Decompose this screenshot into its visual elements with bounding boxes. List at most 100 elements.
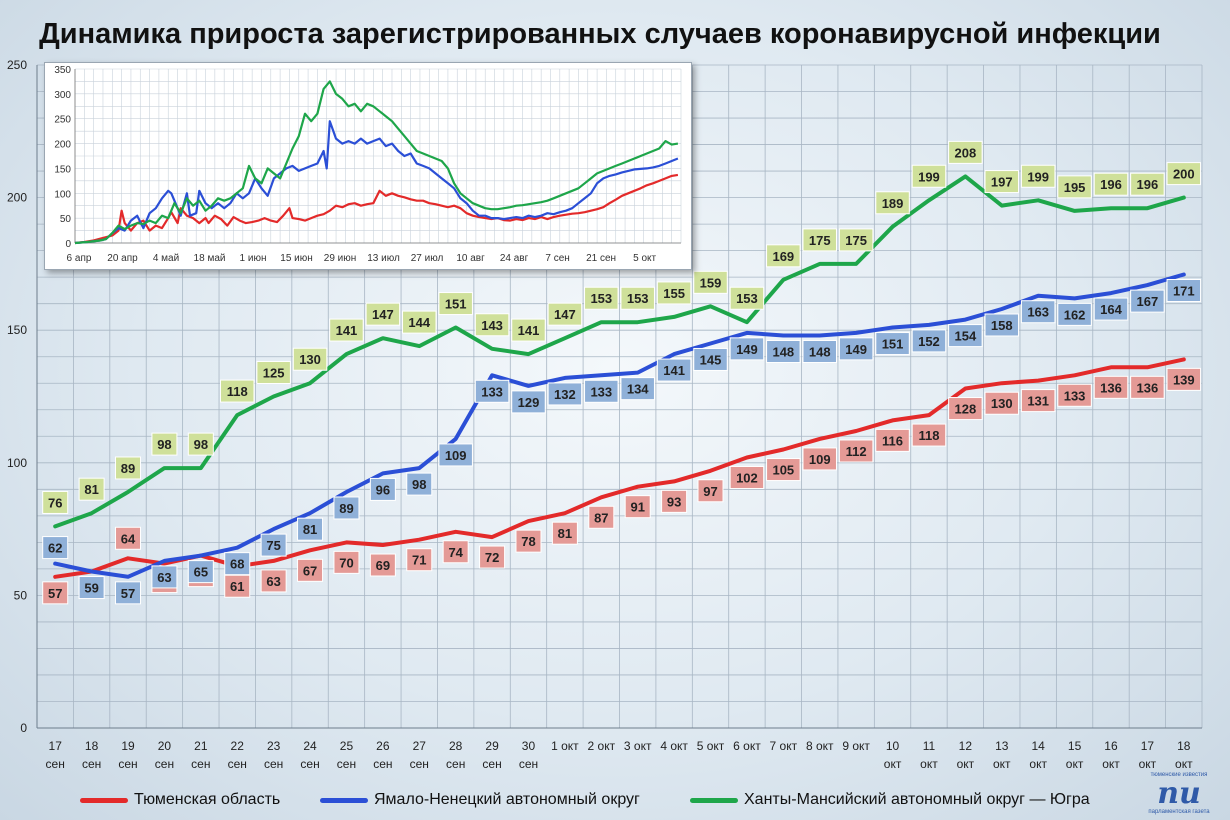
data-label-box — [333, 550, 360, 574]
data-label: 147 — [547, 302, 583, 326]
main-x-tick-labels: 17 сен 18 сен 19 сен 20 сен 21 сен 22 сен 23 сен 24 сен… — [46, 739, 1194, 771]
data-label-text: 68 — [230, 557, 244, 572]
data-label: 151 — [875, 332, 910, 356]
x-tick-label-sub: сен — [46, 757, 65, 771]
data-label-box — [224, 574, 251, 598]
data-label-text: 147 — [554, 307, 576, 322]
x-tick-label: 29 — [485, 739, 499, 753]
x-tick-label: 21 — [194, 739, 208, 753]
data-label: 128 — [948, 397, 983, 421]
series-line-2 — [53, 174, 1186, 529]
data-label: 105 — [766, 458, 801, 482]
data-label-box — [948, 324, 983, 348]
data-label-box — [78, 477, 105, 501]
y-tick-label: 150 — [7, 323, 27, 337]
data-label-box — [875, 428, 910, 452]
data-label-text: 134 — [627, 382, 649, 397]
data-label-text: 81 — [558, 526, 572, 541]
data-label-text: 128 — [955, 402, 977, 417]
x-tick-label: 18 — [1177, 739, 1191, 753]
data-label: 153 — [584, 286, 619, 310]
data-label-box — [1020, 164, 1056, 188]
x-tick-label-sub: сен — [228, 757, 247, 771]
data-label-text: 167 — [1137, 294, 1159, 309]
data-label-box — [42, 490, 69, 514]
data-label: 131 — [1020, 389, 1056, 413]
data-label: 153 — [729, 286, 765, 310]
x-tick-label: 11 — [923, 739, 936, 753]
legend-item-tyumen: Тюменская область — [80, 791, 320, 809]
data-label: 93 — [661, 489, 688, 513]
data-label-text: 208 — [955, 145, 977, 160]
data-label-box — [693, 347, 728, 371]
x-tick-label-sub: сен — [300, 757, 319, 771]
data-label: 70 — [333, 550, 360, 574]
x-tick-label: 14 — [1031, 739, 1045, 753]
data-label-text: 69 — [376, 558, 390, 573]
data-label: 171 — [1166, 279, 1202, 303]
y-tick-label: 200 — [7, 191, 27, 205]
data-label-text: 200 — [1173, 167, 1195, 182]
data-label-text: 76 — [48, 495, 62, 510]
data-label: 163 — [1020, 300, 1056, 324]
data-label-box — [911, 423, 947, 447]
x-tick-label-sub: окт — [920, 757, 938, 771]
data-label-text: 151 — [882, 337, 904, 352]
data-label-text: 112 — [846, 444, 867, 459]
data-label: 159 — [693, 270, 728, 294]
data-label: 145 — [693, 347, 728, 371]
data-label: 162 — [1057, 302, 1092, 326]
data-label-box — [766, 458, 801, 482]
data-label-text: 155 — [663, 286, 685, 301]
data-label-box — [511, 390, 546, 414]
data-label: 109 — [802, 447, 837, 471]
data-label: 63 — [260, 569, 287, 593]
x-tick-label: 12 — [959, 739, 973, 753]
data-label-box — [1093, 297, 1129, 321]
x-tick-label-sub: окт — [884, 757, 902, 771]
legend-item-yanao: Ямало-Ненецкий автономный округ — [320, 791, 690, 809]
inset-x-tick-label: 29 июн — [324, 253, 357, 264]
data-label-text: 105 — [772, 463, 794, 478]
data-label-box — [911, 164, 947, 188]
data-label-box — [911, 329, 947, 353]
x-tick-label: 30 — [522, 739, 536, 753]
data-label: 81 — [551, 521, 578, 545]
x-tick-label: 13 — [995, 739, 1009, 753]
data-label-text: 149 — [736, 342, 758, 357]
x-tick-label-sub: сен — [446, 757, 465, 771]
data-label-text: 59 — [84, 581, 98, 596]
data-label-text: 136 — [1137, 380, 1159, 395]
data-label-box — [875, 332, 910, 356]
data-label: 200 — [1166, 162, 1202, 186]
data-label-text: 63 — [266, 574, 280, 589]
data-label-text: 118 — [227, 384, 248, 399]
data-label-text: 65 — [194, 565, 208, 580]
data-label: 148 — [766, 340, 801, 364]
data-label: 91 — [624, 495, 651, 519]
data-label-box — [1130, 289, 1165, 313]
data-label-box — [438, 443, 473, 467]
main-data-labels: 57 59 64 62 65 61 63 67 70 69 71 74 72 78 81 87 91 93 97 10… — [42, 140, 1202, 605]
data-label-box — [297, 517, 324, 541]
logo-bottom-text: парламентская газета — [1148, 809, 1210, 815]
data-label-box — [984, 313, 1020, 337]
legend-swatch-blue — [320, 797, 368, 803]
data-label-text: 148 — [809, 345, 831, 360]
data-label-text: 109 — [809, 452, 831, 467]
x-tick-label: 25 — [340, 739, 354, 753]
data-label-text: 130 — [991, 396, 1013, 411]
data-label: 208 — [948, 140, 983, 164]
data-label-box — [151, 432, 178, 456]
data-label-text: 89 — [339, 501, 353, 516]
data-label: 64 — [115, 526, 142, 550]
data-label-text: 175 — [845, 233, 867, 248]
x-tick-label: 5 окт — [697, 739, 725, 753]
x-tick-label: 17 — [49, 739, 63, 753]
x-tick-label: 4 окт — [660, 739, 688, 753]
data-label-text: 195 — [1064, 180, 1086, 195]
data-label-text: 199 — [1027, 169, 1049, 184]
data-label-text: 145 — [700, 352, 722, 367]
data-label: 143 — [474, 313, 510, 337]
